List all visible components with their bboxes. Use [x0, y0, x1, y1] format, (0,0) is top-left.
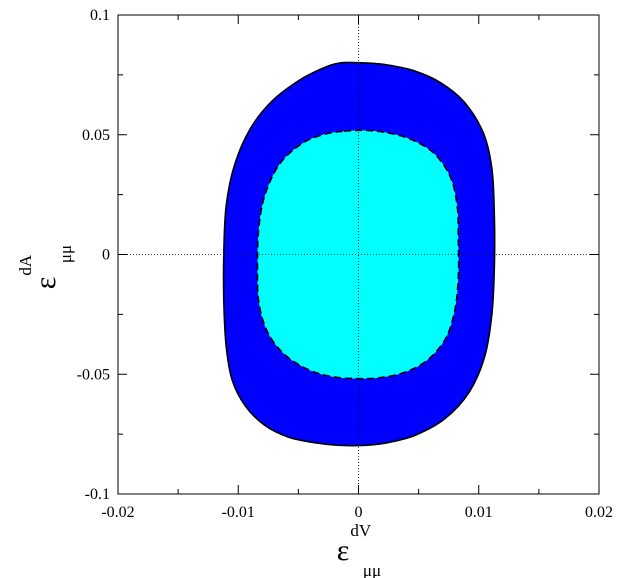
reference-lines	[118, 15, 599, 494]
x-tick-label: 0	[355, 504, 363, 521]
y-axis-label: ε dA μμ	[16, 245, 75, 289]
x-tick-label: -0.01	[222, 504, 255, 521]
x-axis-label: ε dV μμ	[337, 521, 381, 578]
x-axis-symbol: ε	[337, 534, 350, 567]
x-tick-label: -0.02	[101, 504, 134, 521]
y-tick-label: 0.05	[82, 127, 110, 144]
y-axis-symbol: ε	[29, 277, 62, 290]
y-tick-labels: -0.1 -0.05 0 0.05 0.1	[77, 7, 110, 503]
x-axis-subscript: μμ	[363, 561, 381, 578]
x-tick-labels: -0.02 -0.01 0 0.01 0.02	[101, 504, 613, 521]
y-axis-superscript: dA	[16, 254, 35, 276]
y-tick-label: 0	[102, 247, 110, 264]
y-axis-subscript: μμ	[56, 245, 75, 263]
confidence-regions	[222, 61, 496, 447]
y-tick-label: -0.1	[85, 486, 110, 503]
x-axis-superscript: dV	[350, 521, 372, 540]
x-tick-label: 0.01	[465, 504, 493, 521]
svg-text:ε dA μμ: ε dA μμ	[16, 245, 75, 289]
y-tick-label: -0.05	[77, 366, 110, 383]
y-tick-label: 0.1	[90, 7, 110, 24]
axis-ticks	[117, 14, 600, 495]
x-tick-label: 0.02	[585, 504, 613, 521]
